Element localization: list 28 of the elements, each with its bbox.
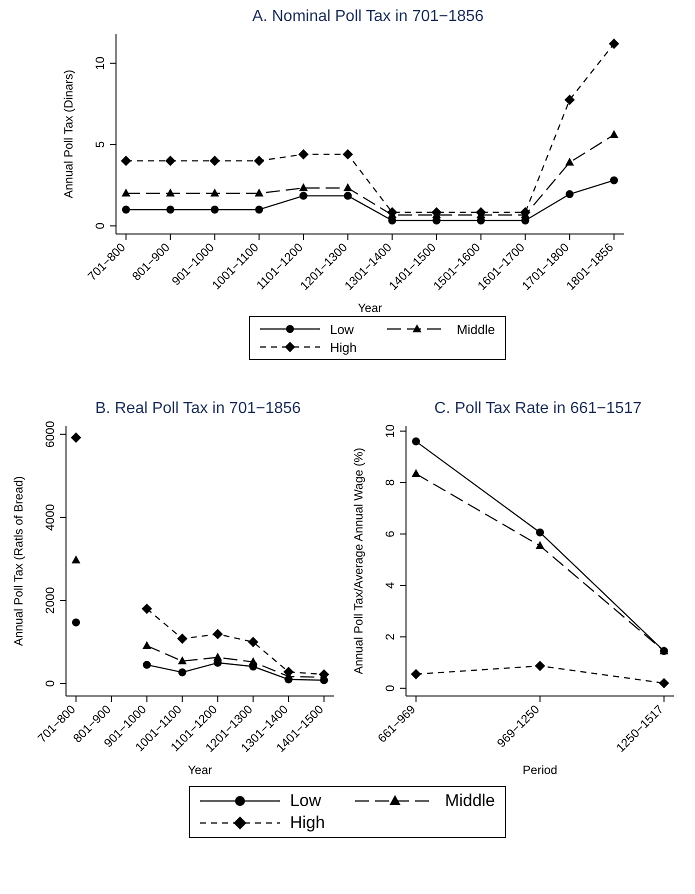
x-axis-title: Year [358, 301, 382, 315]
y-tick-label: 0 [43, 680, 57, 687]
chart-title: B. Real Poll Tax in 701−1856 [94, 400, 302, 418]
y-tick-label: 8 [383, 478, 397, 486]
y-axis-title: Annual Poll Tax/Average Annual Wage (%) [351, 448, 366, 674]
y-tick-label: 4 [383, 582, 397, 589]
legend-label: Middle [456, 322, 496, 336]
x-axis-title: Period [522, 763, 558, 777]
legend-label: High [290, 813, 325, 833]
y-tick-label: 10 [93, 56, 107, 70]
y-tick-label: 4000 [43, 504, 57, 531]
legend-label: Middle [444, 791, 496, 811]
y-tick-label: 6000 [43, 420, 57, 448]
y-tick-label: 10 [383, 424, 397, 438]
y-tick-label: 2000 [43, 586, 57, 614]
y-tick-label: 5 [93, 140, 107, 148]
y-tick-label: 2 [383, 633, 397, 640]
y-tick-label: 0 [383, 684, 397, 692]
legend-label: Low [330, 322, 354, 336]
chart-title: C. Poll Tax Rate in 661−1517 [433, 400, 643, 418]
y-axis-title: Annual Poll Tax (Ratls of Bread) [11, 476, 26, 646]
legend-label: Low [290, 791, 322, 811]
y-tick-label: 0 [93, 222, 107, 230]
y-axis-title: Annual Poll Tax (Dinars) [61, 70, 76, 198]
y-tick-label: 6 [383, 530, 397, 538]
legend-label: High [330, 340, 357, 354]
x-axis-title: Year [188, 763, 212, 777]
chart-title: A. Nominal Poll Tax in 701−1856 [251, 8, 485, 26]
